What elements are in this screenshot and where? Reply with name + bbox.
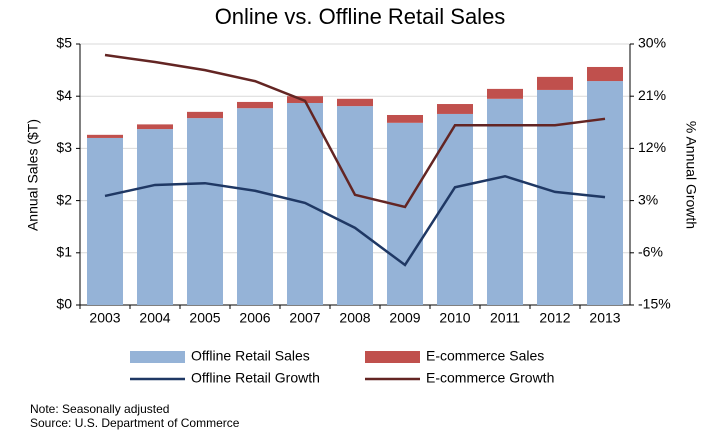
chart-title: Online vs. Offline Retail Sales (215, 4, 506, 29)
bar (387, 114, 423, 123)
bar (437, 104, 473, 114)
bar (537, 89, 573, 305)
y-tick-label: $4 (56, 87, 72, 103)
legend-label: Offline Retail Sales (191, 348, 310, 364)
bar (487, 98, 523, 305)
bar (137, 124, 173, 130)
x-tick-label: 2011 (490, 310, 520, 326)
note: Source: U.S. Department of Commerce (30, 416, 240, 430)
y2-tick-label: 30% (638, 35, 666, 51)
y-tick-label: $0 (56, 296, 72, 312)
bar (187, 111, 223, 119)
x-tick-label: 2005 (189, 310, 220, 326)
legend-swatch (130, 351, 185, 363)
x-tick-label: 2004 (139, 310, 170, 326)
y2-tick-label: -6% (638, 244, 663, 260)
legend-label: Offline Retail Growth (191, 370, 320, 386)
y2-tick-label: -15% (638, 296, 671, 312)
bar (187, 118, 223, 306)
line (104, 174, 606, 267)
bar (587, 81, 623, 305)
bar (87, 134, 123, 138)
bar (87, 137, 123, 305)
bar (137, 129, 173, 305)
y-axis-title: Annual Sales ($T) (25, 119, 41, 231)
x-tick-label: 2007 (289, 310, 320, 326)
legend-swatch (365, 351, 420, 363)
y2-tick-label: 12% (638, 139, 666, 155)
y-tick-label: $2 (56, 191, 72, 207)
x-tick-label: 2008 (339, 310, 370, 326)
line (104, 53, 606, 209)
x-tick-label: 2006 (239, 310, 270, 326)
bar (437, 113, 473, 305)
legend-label: E-commerce Sales (426, 348, 544, 364)
bar (387, 122, 423, 306)
x-tick-label: 2009 (389, 310, 420, 326)
y-tick-label: $5 (56, 35, 72, 51)
y-tick-label: $3 (56, 139, 72, 155)
bar (487, 88, 523, 99)
y-tick-label: $1 (56, 244, 72, 260)
y2-axis-title: % Annual Growth (683, 121, 699, 229)
bar (337, 106, 373, 305)
x-tick-label: 2003 (89, 310, 120, 326)
y2-tick-label: 3% (638, 191, 658, 207)
bar (237, 101, 273, 109)
x-tick-label: 2010 (439, 310, 470, 326)
x-tick-label: 2013 (589, 310, 620, 326)
x-tick-label: 2012 (539, 310, 570, 326)
bar (237, 108, 273, 306)
note: Note: Seasonally adjusted (30, 402, 169, 416)
bar (587, 66, 623, 82)
y2-tick-label: 21% (638, 87, 666, 103)
legend-label: E-commerce Growth (426, 370, 554, 386)
bar (537, 76, 573, 90)
bar (337, 98, 373, 107)
